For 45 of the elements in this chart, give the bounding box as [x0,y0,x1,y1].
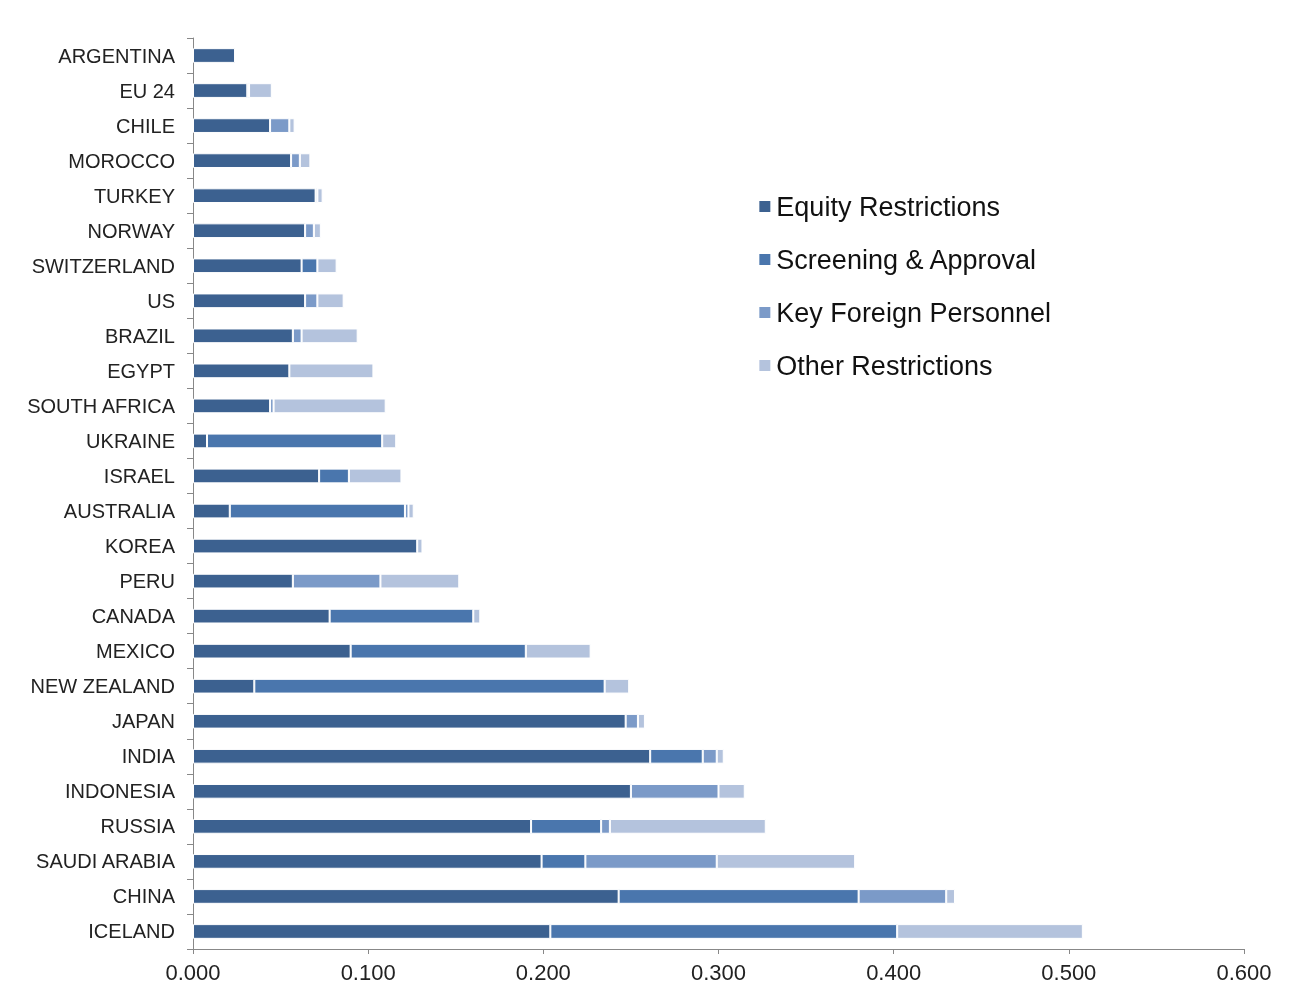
y-tick-label: SAUDI ARABIA [36,850,176,873]
y-tick-label: ICELAND [88,920,175,943]
bar [193,188,316,204]
y-tick-label: INDONESIA [64,780,176,803]
y-tick-label: EU 24 [119,79,175,102]
y-tick-label: PERU [119,570,175,593]
bar [193,398,271,414]
x-tick-label: 0.200 [515,959,571,985]
legend-label: Screening & Approval [776,244,1037,275]
bar [193,48,236,63]
y-tick-label: CHILE [116,114,175,137]
legend-label: Equity Restrictions [776,191,1000,222]
y-tick-label: NEW ZEALAND [30,675,175,698]
y-tick-label: US [147,289,175,312]
x-tick-label: 0.400 [866,959,922,985]
y-tick-label: MEXICO [96,640,175,663]
y-tick-label: TURKEY [93,184,175,207]
y-tick-label: CHINA [112,885,176,908]
bar [273,398,386,414]
y-tick-label: INDIA [121,745,176,768]
legend-label: Key Foreign Personnel [776,297,1051,328]
y-tick-label: KOREA [104,535,176,558]
y-tick-label: SWITZERLAND [31,254,175,277]
y-tick-label: MOROCCO [68,149,175,172]
bar [193,83,248,98]
y-tick-label: CANADA [91,605,176,628]
y-tick-label: SOUTH AFRICA [27,394,176,417]
y-tick-label: UKRAINE [86,429,175,452]
y-tick-label: EGYPT [107,359,175,382]
y-tick-label: ISRAEL [103,464,175,487]
x-tick-label: 0.500 [1041,959,1097,985]
legend-label: Other Restrictions [776,350,993,381]
bar [408,503,414,519]
x-tick-label: 0.300 [690,959,747,985]
y-tick-label: ARGENTINA [58,44,176,67]
y-tick-label: RUSSIA [100,815,176,838]
x-tick-label: 0.600 [1216,959,1272,985]
y-tick-label: NORWAY [87,219,175,242]
y-tick-label: JAPAN [112,710,175,733]
bar [317,188,323,204]
bar [249,83,272,98]
y-tick-label: AUSTRALIA [63,500,176,523]
y-tick-label: BRAZIL [104,324,175,347]
x-tick-label: 0.000 [165,959,221,985]
x-tick-label: 0.100 [340,959,396,985]
